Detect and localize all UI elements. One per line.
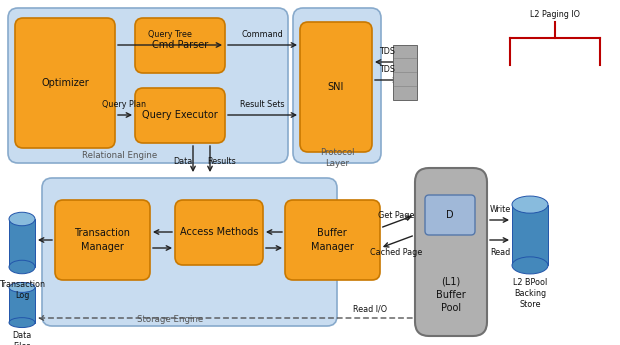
Text: Write: Write (489, 205, 511, 214)
Text: D: D (446, 210, 454, 220)
FancyBboxPatch shape (8, 8, 288, 163)
Text: Data
Files: Data Files (12, 331, 32, 345)
Text: Result Sets: Result Sets (240, 100, 284, 109)
Text: Buffer
Manager: Buffer Manager (311, 228, 353, 252)
Text: Transaction
Manager: Transaction Manager (74, 228, 130, 252)
Ellipse shape (512, 196, 548, 213)
Text: Query Executor: Query Executor (142, 110, 218, 120)
Text: Cmd Parser: Cmd Parser (152, 40, 208, 50)
Text: Read I/O: Read I/O (353, 304, 387, 313)
Ellipse shape (9, 212, 35, 226)
Ellipse shape (512, 257, 548, 274)
FancyBboxPatch shape (42, 178, 337, 326)
FancyBboxPatch shape (285, 200, 380, 280)
Text: Cached Page: Cached Page (370, 248, 422, 257)
Text: Get Page: Get Page (378, 211, 414, 220)
FancyBboxPatch shape (135, 88, 225, 143)
FancyBboxPatch shape (300, 22, 372, 152)
FancyBboxPatch shape (293, 8, 381, 163)
Bar (393, 45, 417, 99)
Text: L2 Paging IO: L2 Paging IO (530, 10, 580, 19)
Text: Query Tree: Query Tree (148, 30, 192, 39)
Text: L2 BPool
Backing
Store: L2 BPool Backing Store (513, 278, 547, 309)
Text: (L1)
Buffer
Pool: (L1) Buffer Pool (436, 277, 466, 313)
Text: Storage Engine: Storage Engine (137, 315, 203, 325)
Text: Command: Command (241, 30, 283, 39)
Text: Optimizer: Optimizer (41, 78, 89, 88)
FancyBboxPatch shape (55, 200, 150, 280)
Ellipse shape (9, 283, 35, 292)
Text: Query Plan: Query Plan (102, 100, 146, 109)
Bar (512, 205, 548, 265)
Bar (9, 219, 35, 267)
Text: TDS: TDS (379, 47, 395, 56)
FancyBboxPatch shape (15, 18, 115, 148)
Text: Relational Engine: Relational Engine (82, 150, 157, 159)
Text: Data: Data (174, 158, 193, 167)
Ellipse shape (9, 318, 35, 327)
Text: Read: Read (490, 248, 510, 257)
Text: Results: Results (208, 158, 236, 167)
FancyBboxPatch shape (425, 195, 475, 235)
Text: Access Methods: Access Methods (180, 227, 258, 237)
Bar (9, 287, 35, 323)
FancyBboxPatch shape (175, 200, 263, 265)
FancyBboxPatch shape (415, 168, 487, 336)
Text: Transaction
Log: Transaction Log (0, 280, 45, 300)
Text: TDS: TDS (379, 65, 395, 74)
FancyBboxPatch shape (135, 18, 225, 73)
Text: Protocol
Layer: Protocol Layer (320, 148, 354, 168)
Text: SNI: SNI (328, 82, 344, 92)
Ellipse shape (9, 260, 35, 274)
